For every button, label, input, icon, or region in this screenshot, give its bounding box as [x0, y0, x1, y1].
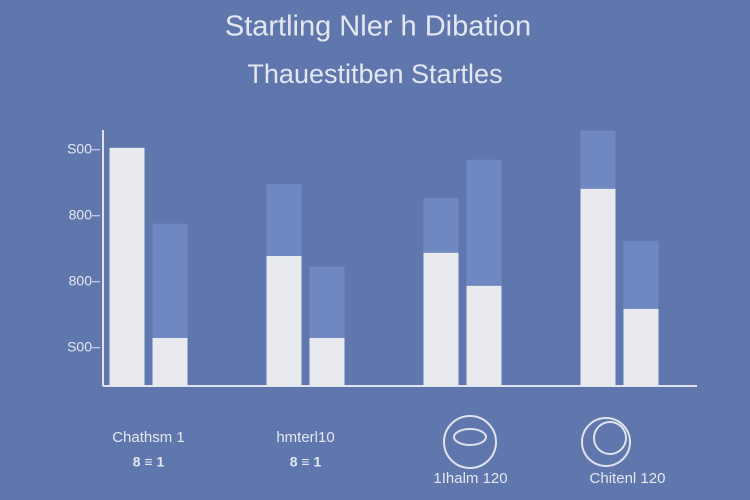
- y-tick-label: 800: [69, 206, 93, 222]
- x-tick-label: hmterl10: [276, 429, 334, 446]
- bar-segment: [623, 308, 659, 386]
- bar-segment: [423, 197, 459, 253]
- bar-segment: [309, 337, 345, 386]
- bar-segment: [266, 256, 302, 386]
- bar-segment: [580, 188, 616, 386]
- y-tick-label: S00: [67, 338, 92, 354]
- bar-segment: [152, 223, 188, 338]
- y-tick-label: S00: [67, 140, 92, 156]
- bar-segment: [309, 266, 345, 338]
- x-tick-sublabel: 8 ≡ 1: [290, 454, 322, 470]
- bar-segment: [423, 252, 459, 386]
- chart-subtitle: Thauestitben Startles: [247, 59, 502, 89]
- bar-segment: [466, 285, 502, 386]
- bar-segment: [580, 130, 616, 189]
- bar-segment: [109, 147, 145, 386]
- chart-title: Startling Nler h Dibation: [225, 11, 531, 43]
- x-tick-label: Chathsm 1: [112, 429, 185, 446]
- icon: [443, 415, 631, 469]
- bar-segment: [623, 240, 659, 309]
- bar-segment: [266, 184, 302, 257]
- bar-segment: [152, 337, 188, 386]
- x-tick-label: Chitenl 120: [590, 470, 666, 487]
- x-tick-label: 1Ihalm 120: [433, 470, 507, 487]
- bar-segment: [466, 159, 502, 286]
- x-tick-sublabel: 8 ≡ 1: [133, 454, 165, 470]
- y-tick-label: 800: [69, 272, 93, 288]
